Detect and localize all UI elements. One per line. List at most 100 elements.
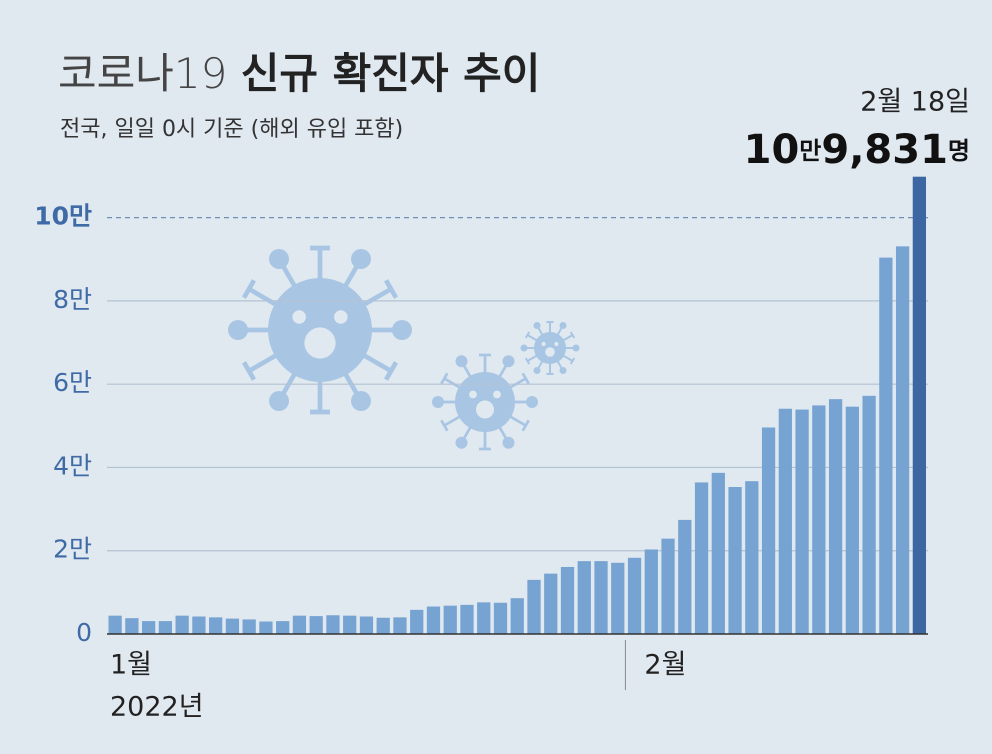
bar xyxy=(862,395,876,634)
virus-spike-end xyxy=(269,248,289,269)
bar xyxy=(393,617,407,634)
virus-illustrations xyxy=(228,245,580,451)
virus-spike-end xyxy=(559,321,567,329)
virus-spike-end xyxy=(269,391,289,412)
bar xyxy=(795,409,809,634)
virus-spike-end xyxy=(455,355,468,368)
y-tick-label: 4만 xyxy=(53,451,92,480)
annotation: 2월 18일 xyxy=(860,87,970,118)
bar xyxy=(527,579,541,634)
chart-title: 코로나19 신규 확진자 추이 xyxy=(58,49,540,98)
chart-subtitle: 전국, 일일 0시 기준 (해외 유입 포함) xyxy=(60,117,403,142)
bar xyxy=(276,621,290,634)
virus-spike-end xyxy=(533,367,541,375)
virus-spike-end xyxy=(455,436,468,449)
bar xyxy=(812,405,826,634)
bar xyxy=(828,399,843,634)
bar xyxy=(627,557,642,634)
virus-spike-bar xyxy=(569,331,576,339)
bar xyxy=(376,617,390,634)
bar xyxy=(309,616,323,634)
virus-spike-end xyxy=(502,436,515,449)
virus-spike-end xyxy=(559,367,567,375)
virus-spike-end xyxy=(228,320,248,340)
y-tick-label: 2만 xyxy=(53,535,92,564)
bar xyxy=(343,615,357,634)
bar xyxy=(192,616,206,634)
virus-spike-end xyxy=(392,320,412,340)
bar xyxy=(242,619,256,634)
bar xyxy=(845,406,859,634)
bar xyxy=(292,615,307,634)
bar xyxy=(694,482,709,634)
virus-spike-bar xyxy=(524,357,531,365)
virus-spike-end xyxy=(533,321,541,329)
y-tick-label: 10만 xyxy=(34,202,92,231)
virus-spot xyxy=(469,390,477,399)
virus-spike-bar xyxy=(440,419,449,432)
virus-spot xyxy=(292,310,306,324)
bar xyxy=(611,562,625,634)
bar xyxy=(761,427,776,634)
bar xyxy=(544,573,558,634)
virus-spike-end xyxy=(502,355,515,368)
bar xyxy=(443,605,457,634)
virus-spot xyxy=(554,341,559,347)
bar xyxy=(678,519,692,634)
virus-spot xyxy=(541,341,546,347)
bar xyxy=(560,566,575,634)
bar xyxy=(158,621,173,634)
bar xyxy=(125,618,139,634)
y-tick-label: 6만 xyxy=(53,368,92,397)
bar xyxy=(644,549,658,634)
bar xyxy=(778,408,792,634)
bar xyxy=(426,606,441,634)
bar xyxy=(493,602,508,634)
virus-spot xyxy=(304,327,336,359)
virus-spike-bar xyxy=(521,419,530,432)
virus-spot xyxy=(476,400,494,419)
bar xyxy=(460,604,474,634)
bar xyxy=(594,561,608,634)
bar xyxy=(577,561,591,634)
bar xyxy=(410,609,424,634)
virus-spike-end xyxy=(520,344,528,352)
value-label: 10만9,831명 xyxy=(744,127,970,173)
bar xyxy=(477,602,491,634)
bar xyxy=(879,257,893,634)
virus-spike-bar xyxy=(569,357,576,365)
bar xyxy=(209,617,223,634)
virus-spike-bar xyxy=(521,372,530,385)
virus-spike-bar xyxy=(383,279,399,299)
bar xyxy=(728,487,742,634)
virus-spike-bar xyxy=(383,361,399,381)
virus-spot xyxy=(334,310,348,324)
bar xyxy=(510,598,524,634)
bar xyxy=(745,481,759,634)
virus-spike-bar xyxy=(241,361,257,381)
bar xyxy=(711,472,725,634)
year-label: 2022년 xyxy=(110,692,204,723)
bar xyxy=(912,176,926,634)
virus-spot xyxy=(545,347,555,357)
bar xyxy=(108,615,122,634)
x-tick-label: 2월 xyxy=(644,650,686,681)
bar xyxy=(326,615,340,634)
y-tick-label: 8만 xyxy=(53,285,92,314)
virus-spike-bar xyxy=(440,372,449,385)
virus-spike-bar xyxy=(524,331,531,339)
bar xyxy=(175,615,189,634)
bar xyxy=(359,616,374,634)
x-tick-label: 1월 xyxy=(110,650,152,681)
virus-spike-end xyxy=(432,396,444,408)
bar xyxy=(225,618,240,634)
virus-spike-bar xyxy=(241,279,257,299)
virus-spike-end xyxy=(526,396,538,408)
virus-spike-end xyxy=(572,344,580,352)
bar xyxy=(142,621,156,634)
virus-spike-end xyxy=(351,391,371,412)
virus-spot xyxy=(493,390,501,399)
virus-spike-end xyxy=(351,248,371,269)
y-tick-label: 0 xyxy=(76,618,92,647)
